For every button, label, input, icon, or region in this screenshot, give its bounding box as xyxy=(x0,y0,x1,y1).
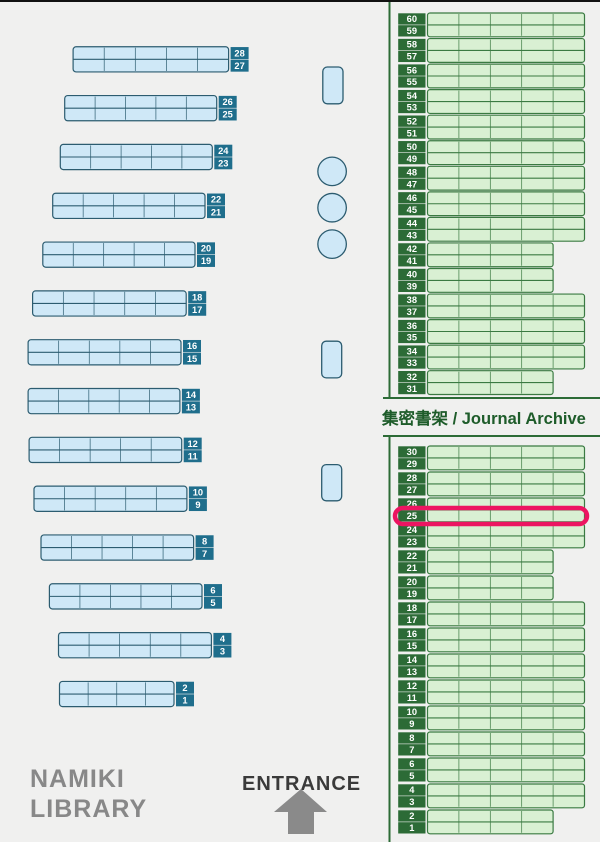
svg-text:38: 38 xyxy=(407,295,417,305)
svg-text:48: 48 xyxy=(407,167,417,177)
svg-text:58: 58 xyxy=(407,40,417,50)
svg-text:49: 49 xyxy=(407,154,417,164)
svg-text:12: 12 xyxy=(407,681,417,691)
svg-text:13: 13 xyxy=(407,667,417,677)
svg-text:16: 16 xyxy=(187,341,197,351)
svg-text:3: 3 xyxy=(409,797,414,807)
svg-text:41: 41 xyxy=(407,256,417,266)
svg-text:25: 25 xyxy=(407,511,417,521)
svg-text:3: 3 xyxy=(220,647,225,657)
svg-text:45: 45 xyxy=(407,205,417,215)
svg-text:2: 2 xyxy=(182,683,187,693)
svg-text:43: 43 xyxy=(407,230,417,240)
svg-text:42: 42 xyxy=(407,244,417,254)
svg-text:2: 2 xyxy=(409,811,414,821)
svg-text:18: 18 xyxy=(407,603,417,613)
svg-text:32: 32 xyxy=(407,372,417,382)
svg-text:20: 20 xyxy=(201,244,211,254)
svg-text:4: 4 xyxy=(409,785,415,795)
svg-text:46: 46 xyxy=(407,193,417,203)
svg-text:18: 18 xyxy=(192,292,202,302)
svg-text:9: 9 xyxy=(409,719,414,729)
svg-text:14: 14 xyxy=(407,655,418,665)
svg-text:50: 50 xyxy=(407,142,417,152)
svg-text:24: 24 xyxy=(407,525,418,535)
svg-text:27: 27 xyxy=(234,61,244,71)
svg-text:15: 15 xyxy=(407,641,417,651)
svg-text:6: 6 xyxy=(409,759,414,769)
svg-text:14: 14 xyxy=(186,390,197,400)
svg-text:5: 5 xyxy=(210,598,215,608)
svg-text:39: 39 xyxy=(407,282,417,292)
svg-text:8: 8 xyxy=(409,733,414,743)
svg-text:23: 23 xyxy=(407,537,417,547)
svg-text:4: 4 xyxy=(220,634,226,644)
svg-text:60: 60 xyxy=(407,14,417,24)
svg-text:16: 16 xyxy=(407,629,417,639)
svg-text:19: 19 xyxy=(201,256,211,266)
svg-text:44: 44 xyxy=(407,219,418,229)
svg-text:10: 10 xyxy=(407,707,417,717)
svg-text:12: 12 xyxy=(188,439,198,449)
svg-text:53: 53 xyxy=(407,103,417,113)
svg-text:59: 59 xyxy=(407,26,417,36)
svg-text:37: 37 xyxy=(407,307,417,317)
svg-text:31: 31 xyxy=(407,384,417,394)
svg-text:33: 33 xyxy=(407,358,417,368)
svg-text:29: 29 xyxy=(407,459,417,469)
svg-text:22: 22 xyxy=(407,551,417,561)
svg-text:23: 23 xyxy=(218,159,228,169)
svg-text:20: 20 xyxy=(407,577,417,587)
svg-text:25: 25 xyxy=(223,110,233,120)
svg-text:28: 28 xyxy=(407,473,417,483)
svg-text:26: 26 xyxy=(223,97,233,107)
svg-text:52: 52 xyxy=(407,116,417,126)
svg-text:35: 35 xyxy=(407,333,417,343)
svg-text:7: 7 xyxy=(409,745,414,755)
svg-text:11: 11 xyxy=(407,693,417,703)
svg-text:27: 27 xyxy=(407,485,417,495)
svg-text:21: 21 xyxy=(211,207,221,217)
svg-text:8: 8 xyxy=(202,536,207,546)
svg-text:7: 7 xyxy=(202,549,207,559)
svg-text:1: 1 xyxy=(182,696,187,706)
svg-text:28: 28 xyxy=(234,48,244,58)
svg-text:56: 56 xyxy=(407,65,417,75)
svg-text:54: 54 xyxy=(407,91,418,101)
svg-text:47: 47 xyxy=(407,179,417,189)
svg-text:21: 21 xyxy=(407,563,417,573)
svg-text:24: 24 xyxy=(218,146,229,156)
svg-text:30: 30 xyxy=(407,447,417,457)
svg-text:17: 17 xyxy=(192,305,202,315)
svg-text:36: 36 xyxy=(407,321,417,331)
svg-text:5: 5 xyxy=(409,771,414,781)
svg-text:55: 55 xyxy=(407,77,417,87)
svg-text:11: 11 xyxy=(188,451,198,461)
svg-text:40: 40 xyxy=(407,270,417,280)
svg-text:9: 9 xyxy=(195,500,200,510)
svg-text:51: 51 xyxy=(407,128,417,138)
svg-text:集密書架 / Journal Archive: 集密書架 / Journal Archive xyxy=(381,408,586,428)
svg-text:NAMIKI: NAMIKI xyxy=(30,765,125,793)
svg-text:17: 17 xyxy=(407,615,417,625)
svg-text:15: 15 xyxy=(187,354,197,364)
svg-text:19: 19 xyxy=(407,589,417,599)
svg-text:22: 22 xyxy=(211,195,221,205)
svg-text:LIBRARY: LIBRARY xyxy=(30,795,147,823)
svg-text:6: 6 xyxy=(210,585,215,595)
svg-text:34: 34 xyxy=(407,346,418,356)
svg-text:10: 10 xyxy=(193,488,203,498)
svg-text:1: 1 xyxy=(409,823,414,833)
svg-text:57: 57 xyxy=(407,52,417,62)
svg-text:13: 13 xyxy=(186,403,196,413)
